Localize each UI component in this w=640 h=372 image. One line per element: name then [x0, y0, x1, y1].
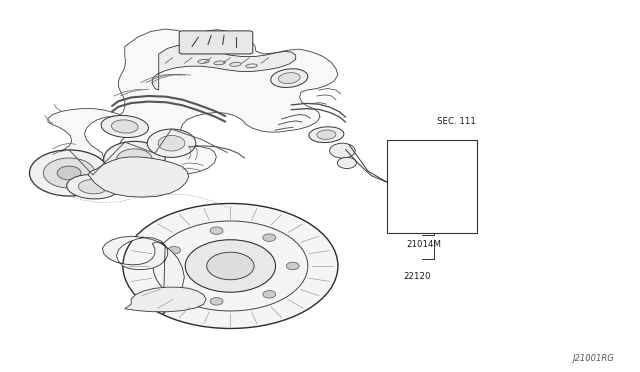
Ellipse shape — [448, 156, 457, 160]
Ellipse shape — [79, 180, 107, 194]
Ellipse shape — [429, 164, 454, 175]
Circle shape — [168, 278, 180, 285]
Circle shape — [210, 227, 223, 234]
Ellipse shape — [214, 61, 225, 65]
Circle shape — [158, 135, 185, 151]
Circle shape — [286, 262, 300, 270]
Ellipse shape — [111, 120, 138, 133]
Polygon shape — [125, 287, 206, 312]
Circle shape — [330, 143, 355, 158]
Circle shape — [104, 141, 165, 177]
Ellipse shape — [230, 62, 241, 66]
Circle shape — [123, 203, 338, 328]
Circle shape — [395, 179, 400, 182]
Circle shape — [147, 129, 196, 157]
Circle shape — [415, 167, 420, 170]
Bar — [387, 140, 477, 232]
Ellipse shape — [435, 166, 449, 173]
Circle shape — [207, 252, 254, 280]
Text: SEC. 111: SEC. 111 — [437, 118, 476, 126]
Ellipse shape — [101, 115, 148, 138]
Circle shape — [399, 170, 417, 180]
Circle shape — [392, 166, 423, 184]
Text: 21014M: 21014M — [406, 240, 442, 249]
Ellipse shape — [421, 156, 430, 160]
FancyBboxPatch shape — [179, 31, 253, 54]
Text: J21001RG: J21001RG — [573, 354, 614, 363]
Ellipse shape — [435, 156, 444, 160]
Polygon shape — [102, 236, 184, 314]
Circle shape — [263, 291, 276, 298]
Circle shape — [57, 166, 81, 180]
Polygon shape — [88, 157, 189, 197]
Ellipse shape — [271, 69, 308, 87]
Circle shape — [185, 240, 276, 292]
Ellipse shape — [198, 60, 209, 63]
Ellipse shape — [309, 127, 344, 142]
Ellipse shape — [67, 174, 119, 199]
Circle shape — [263, 234, 276, 241]
Ellipse shape — [278, 73, 300, 84]
Circle shape — [44, 158, 95, 188]
Circle shape — [29, 150, 109, 196]
Ellipse shape — [317, 130, 336, 140]
Text: 22120: 22120 — [403, 272, 431, 280]
Polygon shape — [48, 29, 338, 176]
Circle shape — [210, 298, 223, 305]
Circle shape — [395, 167, 400, 170]
Circle shape — [337, 157, 356, 169]
Ellipse shape — [246, 64, 257, 68]
Circle shape — [415, 179, 420, 182]
Circle shape — [116, 149, 152, 170]
Circle shape — [168, 247, 180, 254]
Polygon shape — [152, 45, 296, 90]
